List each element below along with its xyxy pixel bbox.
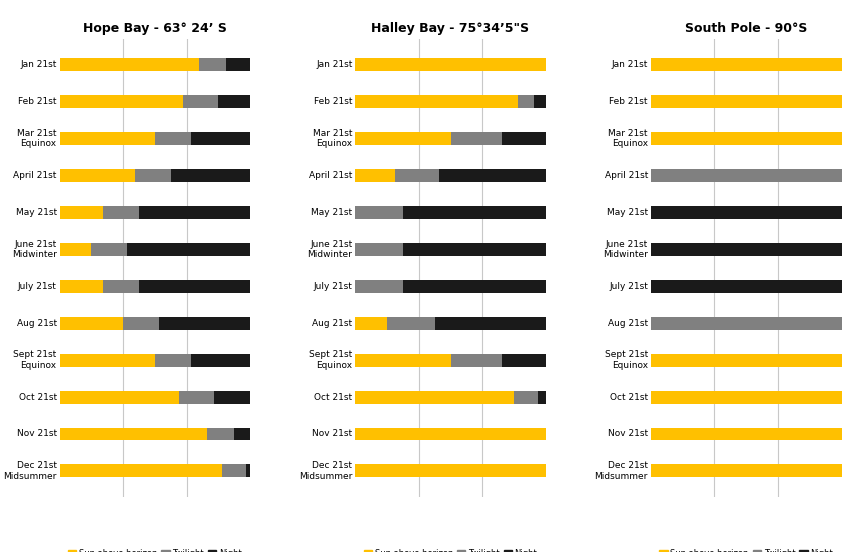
Bar [387, 317, 434, 330]
Bar [355, 427, 546, 440]
Bar [534, 95, 546, 108]
Bar [127, 243, 250, 256]
Bar [60, 206, 103, 219]
Bar [434, 317, 546, 330]
Bar [207, 427, 235, 440]
Bar [190, 132, 250, 145]
Bar [355, 317, 387, 330]
Bar [395, 169, 439, 182]
Bar [355, 280, 403, 293]
Bar [103, 206, 139, 219]
Bar [135, 169, 171, 182]
Bar [502, 132, 546, 145]
Bar [60, 169, 135, 182]
Bar [60, 95, 183, 108]
Bar [355, 243, 403, 256]
Bar [651, 95, 842, 108]
Bar [139, 206, 250, 219]
Bar [450, 132, 502, 145]
Bar [514, 391, 538, 404]
Legend: Sun above horizon, Twilight, Night: Sun above horizon, Twilight, Night [360, 546, 541, 552]
Bar [123, 317, 159, 330]
Bar [355, 169, 395, 182]
Bar [226, 58, 250, 71]
Bar [139, 280, 250, 293]
Bar [91, 243, 127, 256]
Title: Halley Bay - 75°34’5"S: Halley Bay - 75°34’5"S [371, 22, 530, 35]
Bar [502, 354, 546, 367]
Bar [651, 280, 842, 293]
Bar [60, 317, 123, 330]
Bar [155, 132, 190, 145]
Bar [651, 58, 842, 71]
Bar [518, 95, 534, 108]
Bar [103, 280, 139, 293]
Bar [60, 427, 207, 440]
Legend: Sun above horizon, Twilight, Night: Sun above horizon, Twilight, Night [65, 546, 245, 552]
Bar [450, 354, 502, 367]
Bar [355, 58, 546, 71]
Bar [60, 243, 91, 256]
Bar [355, 391, 514, 404]
Bar [403, 280, 546, 293]
Bar [651, 427, 842, 440]
Bar [155, 354, 190, 367]
Bar [538, 391, 546, 404]
Bar [190, 354, 250, 367]
Bar [60, 464, 223, 477]
Bar [651, 243, 842, 256]
Bar [651, 464, 842, 477]
Bar [355, 464, 546, 477]
Bar [199, 58, 226, 71]
Bar [651, 354, 842, 367]
Bar [60, 280, 103, 293]
Bar [355, 206, 403, 219]
Bar [651, 132, 842, 145]
Bar [651, 169, 842, 182]
Bar [403, 243, 546, 256]
Bar [218, 95, 250, 108]
Bar [651, 317, 842, 330]
Bar [235, 427, 250, 440]
Title: South Pole - 90°S: South Pole - 90°S [685, 22, 808, 35]
Bar [355, 132, 451, 145]
Bar [246, 464, 250, 477]
Bar [403, 206, 546, 219]
Bar [214, 391, 250, 404]
Bar [651, 206, 842, 219]
Bar [439, 169, 546, 182]
Bar [60, 391, 178, 404]
Legend: Sun above horizon, Twilight, Night: Sun above horizon, Twilight, Night [656, 546, 836, 552]
Bar [178, 391, 214, 404]
Bar [159, 317, 250, 330]
Bar [183, 95, 218, 108]
Bar [60, 354, 155, 367]
Bar [60, 58, 199, 71]
Bar [651, 391, 842, 404]
Bar [60, 132, 155, 145]
Bar [355, 354, 451, 367]
Bar [355, 95, 518, 108]
Bar [171, 169, 250, 182]
Title: Hope Bay - 63° 24’ S: Hope Bay - 63° 24’ S [83, 22, 227, 35]
Bar [223, 464, 246, 477]
